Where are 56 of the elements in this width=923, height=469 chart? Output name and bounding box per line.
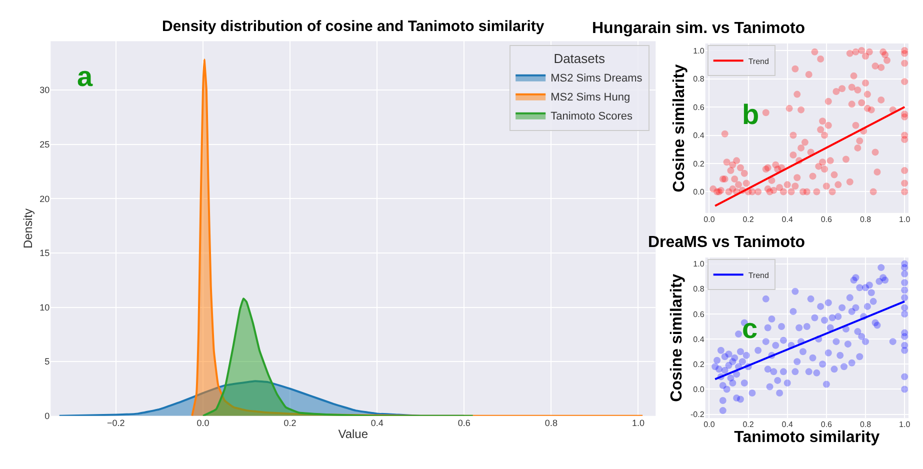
x-tick-label: 0.0 xyxy=(196,418,210,428)
y-axis-title: Density xyxy=(20,208,35,249)
y-tick-label: 0 xyxy=(44,411,50,422)
legend-label: MS2 Sims Hung xyxy=(550,92,630,104)
x-tick-label: 0.8 xyxy=(860,214,872,224)
legend-label: Trend xyxy=(748,56,769,66)
y-tick-label: 0.0 xyxy=(693,188,705,197)
chart-title: Density distribution of cosine and Tanimoto similarity xyxy=(162,18,545,35)
x-tick-label: −0.2 xyxy=(107,418,125,428)
y-tick-label: 30 xyxy=(40,85,50,96)
y-tick-label: 0.6 xyxy=(693,310,705,319)
annotation: a xyxy=(77,61,93,92)
y-tick-label: 0.8 xyxy=(693,74,705,84)
legend-label: Tanimoto Scores xyxy=(550,110,634,123)
x-tick-label: 1.0 xyxy=(899,420,911,430)
y-tick-label: 15 xyxy=(40,248,50,258)
y-tick-label: 20 xyxy=(40,194,50,204)
x-tick-label: 0.2 xyxy=(742,420,754,430)
y-tick-label: 1.0 xyxy=(693,260,705,269)
x-tick-label: 0.0 xyxy=(704,420,716,430)
y-axis-title: Cosine similarity xyxy=(671,64,688,192)
chart-title: Hungarain sim. vs Tanimoto xyxy=(592,20,806,37)
x-axis-title: Tanimoto similarity xyxy=(734,429,880,446)
y-tick-label: 10 xyxy=(40,302,50,312)
y-tick-label: 0.8 xyxy=(693,284,705,294)
x-tick-label: 0.4 xyxy=(782,420,794,430)
x-tick-label: 0.8 xyxy=(860,420,872,430)
y-tick-label: 0.6 xyxy=(693,102,705,112)
legend-label: MS2 Sims Dreams xyxy=(550,72,643,85)
x-tick-label: 0.6 xyxy=(820,420,833,430)
annotation: b xyxy=(742,99,760,130)
chart-title: DreaMS vs Tanimoto xyxy=(648,234,806,251)
x-tick-label: 0.6 xyxy=(820,214,833,224)
y-tick-label: 0.4 xyxy=(693,334,705,344)
x-tick-label: 0.4 xyxy=(370,418,384,428)
x-tick-label: 0.0 xyxy=(704,214,716,224)
annotation: c xyxy=(742,313,758,344)
x-tick-label: 0.2 xyxy=(284,418,296,428)
x-tick-label: 1.0 xyxy=(632,418,644,428)
legend-title: Datasets xyxy=(554,50,606,66)
y-tick-label: 0.2 xyxy=(693,159,705,168)
y-tick-label: 0.2 xyxy=(693,360,705,369)
x-tick-label: 0.4 xyxy=(782,214,794,224)
y-tick-label: 5 xyxy=(44,356,50,367)
y-tick-label: 0.4 xyxy=(693,131,705,140)
y-tick-label: 1.0 xyxy=(693,46,705,56)
y-tick-label: 0.0 xyxy=(693,385,705,394)
legend-label: Trend xyxy=(748,270,769,280)
y-axis-title: Cosine similarity xyxy=(668,274,686,402)
x-tick-label: 0.2 xyxy=(742,214,754,224)
x-tick-label: 0.6 xyxy=(458,418,470,428)
y-tick-label: 25 xyxy=(40,140,50,150)
y-tick-label: -0.2 xyxy=(690,410,705,420)
x-tick-label: 1.0 xyxy=(899,214,911,224)
x-axis-title: Value xyxy=(338,426,368,441)
x-tick-label: 0.8 xyxy=(544,418,558,428)
